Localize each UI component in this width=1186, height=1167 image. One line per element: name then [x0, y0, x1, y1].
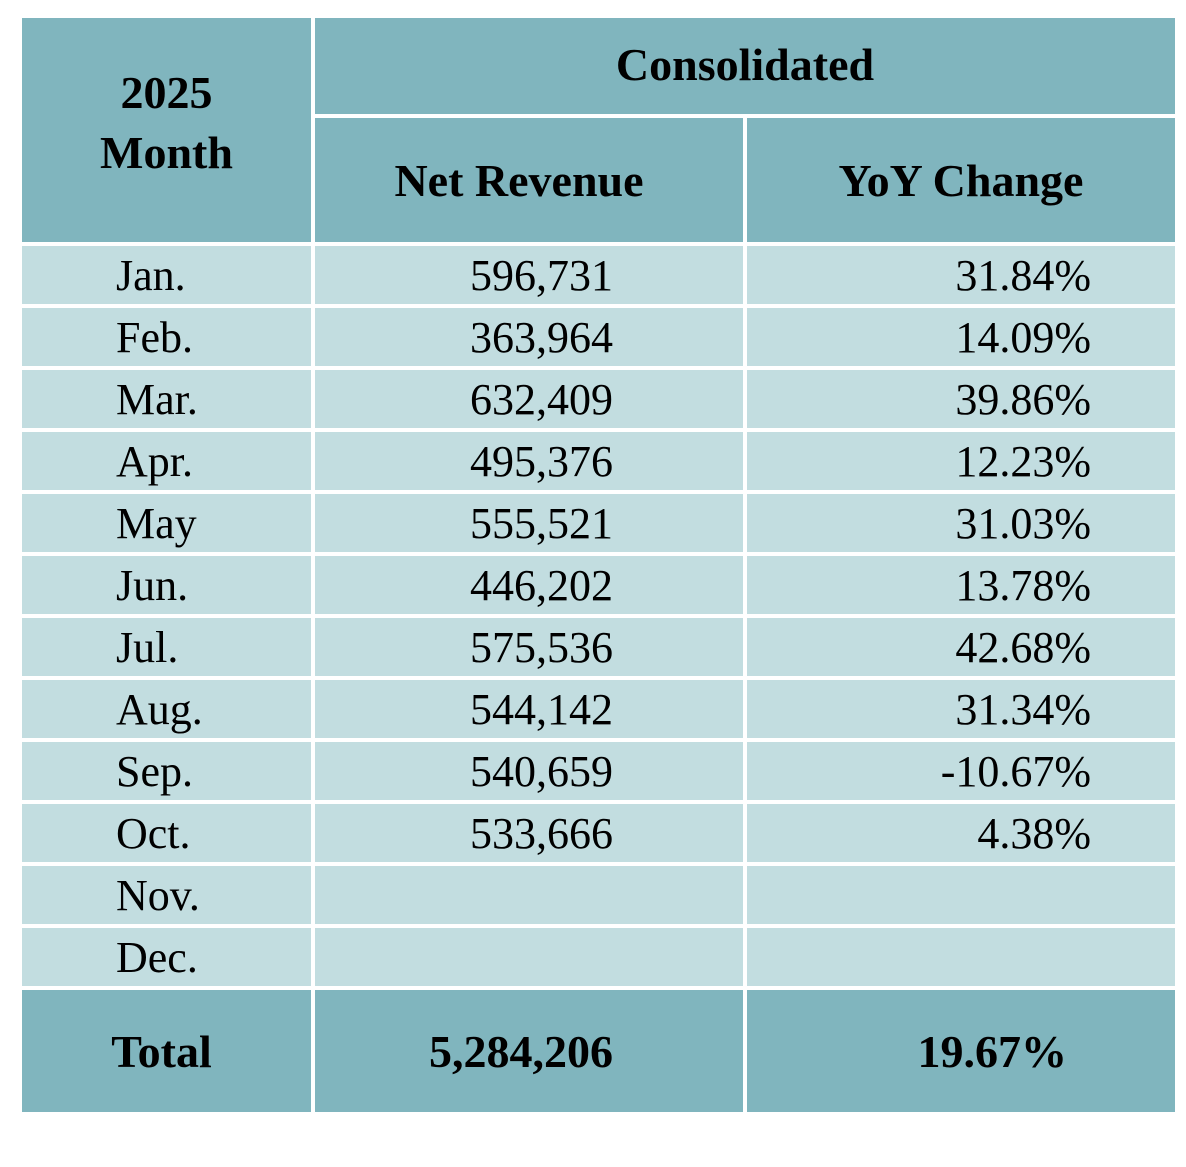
monthly-revenue-table: 2025 Month Consolidated Net Revenue YoY …	[18, 14, 1180, 1116]
table-row: Nov.	[18, 862, 1180, 928]
yoy-change-cell: 31.84%	[742, 242, 1180, 308]
net-revenue-cell: 446,202	[311, 552, 747, 618]
table-row: May 555,521 31.03%	[18, 490, 1180, 556]
table-row: Mar. 632,409 39.86%	[18, 366, 1180, 432]
year-month-header: 2025 Month	[18, 14, 315, 246]
table-row: Dec.	[18, 924, 1180, 990]
table-row: Jul. 575,536 42.68%	[18, 614, 1180, 680]
table-footer: Total 5,284,206 19.67%	[18, 986, 1180, 1116]
net-revenue-cell: 540,659	[311, 738, 747, 804]
table-header: 2025 Month Consolidated Net Revenue YoY …	[18, 14, 1180, 246]
net-revenue-cell: 533,666	[311, 800, 747, 866]
yoy-change-cell: 42.68%	[742, 614, 1180, 680]
net-revenue-cell: 495,376	[311, 428, 747, 494]
net-revenue-cell: 363,964	[311, 304, 747, 370]
total-net-revenue: 5,284,206	[311, 986, 747, 1116]
month-cell: Jan.	[18, 242, 315, 308]
total-yoy-change: 19.67%	[742, 986, 1180, 1116]
yoy-change-cell: 31.34%	[742, 676, 1180, 742]
yoy-change-cell: 31.03%	[742, 490, 1180, 556]
yoy-change-cell: 39.86%	[742, 366, 1180, 432]
net-revenue-cell: 575,536	[311, 614, 747, 680]
net-revenue-cell: 632,409	[311, 366, 747, 432]
month-cell: Jul.	[18, 614, 315, 680]
year-label: 2025	[120, 67, 213, 118]
month-cell: Jun.	[18, 552, 315, 618]
month-cell: May	[18, 490, 315, 556]
yoy-change-cell	[742, 862, 1180, 928]
table-row: Apr. 495,376 12.23%	[18, 428, 1180, 494]
table-row: Feb. 363,964 14.09%	[18, 304, 1180, 370]
month-cell: Sep.	[18, 738, 315, 804]
yoy-change-cell	[742, 924, 1180, 990]
yoy-change-header: YoY Change	[742, 114, 1180, 246]
consolidated-header: Consolidated	[310, 14, 1180, 118]
net-revenue-header-label: Net Revenue	[394, 154, 644, 206]
net-revenue-cell	[311, 924, 747, 990]
revenue-table-container: 2025 Month Consolidated Net Revenue YoY …	[18, 14, 1180, 1116]
month-label: Month	[100, 127, 233, 178]
net-revenue-header: Net Revenue	[311, 114, 747, 246]
month-cell: Feb.	[18, 304, 315, 370]
month-cell: Nov.	[18, 862, 315, 928]
total-label: Total	[18, 986, 315, 1116]
net-revenue-cell	[311, 862, 747, 928]
total-row: Total 5,284,206 19.67%	[18, 986, 1180, 1116]
table-row: Jan. 596,731 31.84%	[18, 242, 1180, 308]
table-body: Jan. 596,731 31.84% Feb. 363,964 14.09% Mar. 63…	[18, 242, 1180, 990]
month-cell: Aug.	[18, 676, 315, 742]
yoy-change-cell: 14.09%	[742, 304, 1180, 370]
month-cell: Apr.	[18, 428, 315, 494]
net-revenue-cell: 544,142	[311, 676, 747, 742]
table-row: Oct. 533,666 4.38%	[18, 800, 1180, 866]
yoy-change-cell: 13.78%	[742, 552, 1180, 618]
month-cell: Dec.	[18, 924, 315, 990]
table-row: Jun. 446,202 13.78%	[18, 552, 1180, 618]
yoy-change-cell: 12.23%	[742, 428, 1180, 494]
yoy-change-cell: -10.67%	[742, 738, 1180, 804]
net-revenue-cell: 596,731	[311, 242, 747, 308]
yoy-change-header-label: YoY Change	[838, 154, 1084, 206]
yoy-change-cell: 4.38%	[742, 800, 1180, 866]
month-cell: Oct.	[18, 800, 315, 866]
net-revenue-cell: 555,521	[311, 490, 747, 556]
table-row: Sep. 540,659 -10.67%	[18, 738, 1180, 804]
month-cell: Mar.	[18, 366, 315, 432]
table-row: Aug. 544,142 31.34%	[18, 676, 1180, 742]
